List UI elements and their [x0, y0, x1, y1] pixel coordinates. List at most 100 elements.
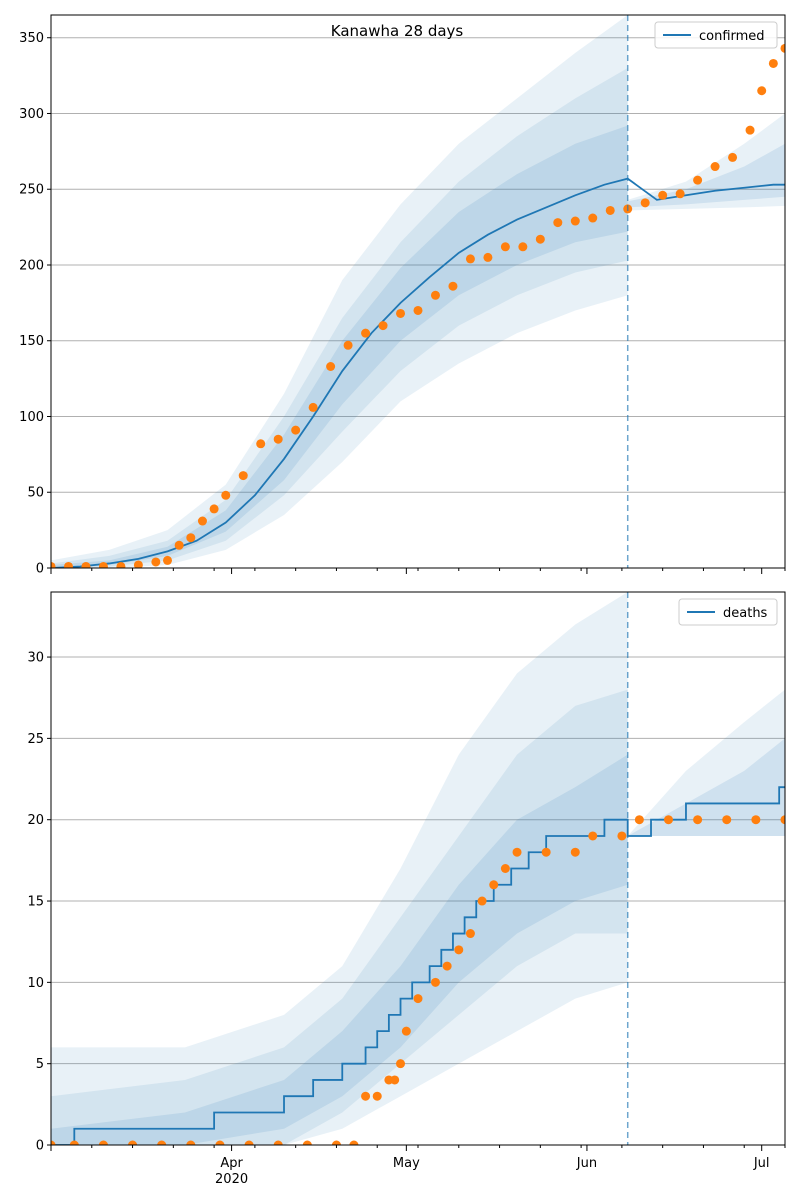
observed-point: [728, 152, 738, 162]
uncertainty-band-outer: [51, 15, 628, 568]
uncertainty-band-outer: [51, 592, 628, 1145]
observed-point: [588, 831, 598, 841]
observed-point: [378, 321, 388, 331]
observed-point: [116, 561, 126, 568]
observed-point: [98, 1140, 108, 1145]
uncertainty-band-inner: [51, 125, 628, 568]
observed-point: [512, 847, 522, 857]
y-tick-label: 250: [19, 183, 44, 198]
observed-point: [273, 434, 283, 444]
y-tick-label: 20: [27, 813, 44, 828]
observed-point: [133, 560, 143, 568]
y-tick-label: 10: [27, 976, 44, 991]
observed-point: [570, 216, 580, 226]
legend-label: confirmed: [699, 29, 765, 44]
data-layer: [51, 592, 785, 1145]
observed-point: [570, 847, 580, 857]
observed-point: [710, 162, 720, 172]
observed-point: [413, 994, 423, 1004]
y-tick-label: 5: [36, 1057, 44, 1072]
uncertainty-band-outer: [627, 113, 785, 211]
chart-panel-1: 0 50 100 150 200 250 300 350 Kanawha 28 days conf…: [19, 14, 786, 577]
observed-point: [361, 328, 371, 338]
y-tick-label: 150: [19, 334, 44, 349]
median-line-deaths: [51, 786, 785, 1145]
observed-point: [238, 471, 248, 481]
observed-point: [209, 504, 219, 514]
uncertainty-band-inner: [627, 143, 785, 208]
uncertainty-band-inner: [627, 738, 785, 836]
x-tick-label: Jul: [753, 1156, 770, 1171]
observed-point: [477, 896, 487, 906]
observed-point: [780, 43, 785, 53]
observed-point: [221, 490, 231, 500]
observed-point: [396, 1059, 406, 1069]
observed-point: [634, 815, 644, 825]
y-tick-label: 300: [19, 107, 44, 122]
observed-point: [256, 439, 266, 449]
observed-point: [693, 815, 703, 825]
observed-point: [588, 213, 598, 223]
observed-point: [98, 561, 108, 568]
observed-point: [308, 402, 318, 412]
legend-box: [678, 598, 778, 626]
observed-point: [331, 1140, 341, 1145]
observed-point: [128, 1140, 138, 1145]
observed-point: [780, 815, 785, 825]
observed-point: [430, 977, 440, 987]
observed-point: [157, 1140, 167, 1145]
legend-box: [654, 21, 778, 49]
observed-point: [244, 1140, 254, 1145]
observed-point: [430, 290, 440, 300]
observed-point: [448, 281, 458, 291]
observed-point: [757, 86, 767, 96]
observed-point: [745, 125, 755, 135]
observed-point: [302, 1140, 312, 1145]
observed-point: [390, 1075, 400, 1085]
observed-point: [343, 340, 353, 350]
y-tick-label: 0: [36, 1139, 44, 1154]
observed-point: [465, 254, 475, 264]
observed-point: [396, 308, 406, 318]
observed-point: [500, 242, 510, 252]
y-tick-label: 200: [19, 258, 44, 273]
observed-point: [361, 1091, 371, 1101]
x-tick-sublabel: 2020: [215, 1172, 248, 1187]
observed-point: [442, 961, 452, 971]
observed-point: [663, 815, 673, 825]
observed-point: [186, 533, 196, 543]
uncertainty-band-mid: [51, 68, 628, 568]
y-tick-label: 50: [27, 486, 44, 501]
observed-point: [291, 425, 301, 435]
observed-point: [675, 189, 685, 199]
observed-point: [658, 190, 668, 200]
x-tick-label: Apr: [220, 1156, 243, 1171]
observed-point: [349, 1140, 359, 1145]
y-tick-label: 100: [19, 410, 44, 425]
observed-point: [215, 1140, 225, 1145]
observed-point: [151, 557, 161, 567]
observed-point: [489, 880, 499, 890]
observed-point: [81, 561, 91, 568]
observed-point: [186, 1140, 196, 1145]
observed-point: [63, 561, 73, 568]
y-tick-label: 350: [19, 31, 44, 46]
observed-point: [768, 58, 778, 68]
observed-point: [51, 1140, 56, 1145]
observed-point: [483, 252, 493, 262]
observed-point: [454, 945, 464, 955]
observed-point: [541, 847, 551, 857]
observed-point: [51, 561, 56, 568]
observed-point: [326, 361, 336, 371]
y-tick-label: 15: [27, 895, 44, 910]
observed-point: [553, 218, 563, 228]
observed-point: [640, 198, 650, 208]
observed-point: [518, 242, 528, 252]
uncertainty-band-mid: [51, 689, 628, 1145]
chart-title: Kanawha 28 days: [331, 22, 464, 40]
observed-point: [535, 234, 545, 244]
observed-point: [722, 815, 732, 825]
observed-point: [693, 175, 703, 185]
